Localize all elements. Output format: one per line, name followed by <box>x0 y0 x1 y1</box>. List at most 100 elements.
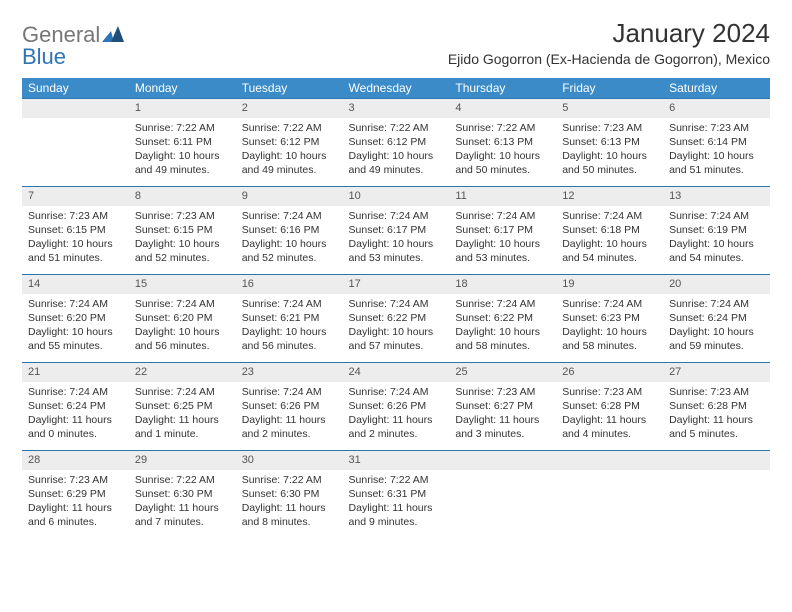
day-cell: 13Sunrise: 7:24 AMSunset: 6:19 PMDayligh… <box>663 186 770 274</box>
daylight-text: Daylight: 11 hours and 0 minutes. <box>28 413 123 441</box>
month-title: January 2024 <box>448 18 770 49</box>
day-number: 13 <box>663 186 770 206</box>
day-number: 10 <box>343 186 450 206</box>
day-content: Sunrise: 7:22 AMSunset: 6:30 PMDaylight:… <box>129 470 236 536</box>
day-number: 23 <box>236 362 343 382</box>
daylight-text: Daylight: 10 hours and 52 minutes. <box>242 237 337 265</box>
day-number: 30 <box>236 450 343 470</box>
day-cell: 3Sunrise: 7:22 AMSunset: 6:12 PMDaylight… <box>343 98 450 186</box>
logo-icon <box>102 22 124 48</box>
sunrise-text: Sunrise: 7:22 AM <box>242 473 337 487</box>
day-cell: 14Sunrise: 7:24 AMSunset: 6:20 PMDayligh… <box>22 274 129 362</box>
week-row: 21Sunrise: 7:24 AMSunset: 6:24 PMDayligh… <box>22 362 770 450</box>
daylight-text: Daylight: 10 hours and 55 minutes. <box>28 325 123 353</box>
sunset-text: Sunset: 6:24 PM <box>669 311 764 325</box>
daylight-text: Daylight: 11 hours and 3 minutes. <box>455 413 550 441</box>
daylight-text: Daylight: 10 hours and 53 minutes. <box>455 237 550 265</box>
sunset-text: Sunset: 6:22 PM <box>455 311 550 325</box>
daylight-text: Daylight: 11 hours and 8 minutes. <box>242 501 337 529</box>
day-number: 11 <box>449 186 556 206</box>
week-row: 28Sunrise: 7:23 AMSunset: 6:29 PMDayligh… <box>22 450 770 538</box>
sunrise-text: Sunrise: 7:24 AM <box>349 385 444 399</box>
day-number: 25 <box>449 362 556 382</box>
sunset-text: Sunset: 6:27 PM <box>455 399 550 413</box>
week-row: 7Sunrise: 7:23 AMSunset: 6:15 PMDaylight… <box>22 186 770 274</box>
day-content: Sunrise: 7:24 AMSunset: 6:19 PMDaylight:… <box>663 206 770 272</box>
daylight-text: Daylight: 11 hours and 6 minutes. <box>28 501 123 529</box>
daylight-text: Daylight: 11 hours and 1 minute. <box>135 413 230 441</box>
day-number: 18 <box>449 274 556 294</box>
daylight-text: Daylight: 10 hours and 54 minutes. <box>562 237 657 265</box>
day-cell: 25Sunrise: 7:23 AMSunset: 6:27 PMDayligh… <box>449 362 556 450</box>
day-cell: 9Sunrise: 7:24 AMSunset: 6:16 PMDaylight… <box>236 186 343 274</box>
daylight-text: Daylight: 11 hours and 7 minutes. <box>135 501 230 529</box>
sunset-text: Sunset: 6:18 PM <box>562 223 657 237</box>
day-content: Sunrise: 7:23 AMSunset: 6:27 PMDaylight:… <box>449 382 556 448</box>
sunrise-text: Sunrise: 7:23 AM <box>562 385 657 399</box>
daylight-text: Daylight: 10 hours and 57 minutes. <box>349 325 444 353</box>
day-number: 22 <box>129 362 236 382</box>
week-row: 14Sunrise: 7:24 AMSunset: 6:20 PMDayligh… <box>22 274 770 362</box>
day-cell <box>449 450 556 538</box>
sunrise-text: Sunrise: 7:24 AM <box>135 297 230 311</box>
day-cell: 2Sunrise: 7:22 AMSunset: 6:12 PMDaylight… <box>236 98 343 186</box>
sunset-text: Sunset: 6:29 PM <box>28 487 123 501</box>
day-content: Sunrise: 7:22 AMSunset: 6:31 PMDaylight:… <box>343 470 450 536</box>
sunrise-text: Sunrise: 7:24 AM <box>669 297 764 311</box>
daylight-text: Daylight: 10 hours and 56 minutes. <box>242 325 337 353</box>
day-cell: 30Sunrise: 7:22 AMSunset: 6:30 PMDayligh… <box>236 450 343 538</box>
day-content: Sunrise: 7:22 AMSunset: 6:11 PMDaylight:… <box>129 118 236 184</box>
day-cell: 1Sunrise: 7:22 AMSunset: 6:11 PMDaylight… <box>129 98 236 186</box>
day-content: Sunrise: 7:24 AMSunset: 6:24 PMDaylight:… <box>22 382 129 448</box>
day-cell: 22Sunrise: 7:24 AMSunset: 6:25 PMDayligh… <box>129 362 236 450</box>
day-number-empty <box>22 98 129 118</box>
day-number: 26 <box>556 362 663 382</box>
sunrise-text: Sunrise: 7:24 AM <box>562 297 657 311</box>
calendar-table: SundayMondayTuesdayWednesdayThursdayFrid… <box>22 78 770 538</box>
sunrise-text: Sunrise: 7:23 AM <box>562 121 657 135</box>
daylight-text: Daylight: 10 hours and 50 minutes. <box>455 149 550 177</box>
day-number-empty <box>663 450 770 470</box>
week-row: 1Sunrise: 7:22 AMSunset: 6:11 PMDaylight… <box>22 98 770 186</box>
sunset-text: Sunset: 6:13 PM <box>562 135 657 149</box>
logo: GeneralBlue <box>22 22 124 70</box>
daylight-text: Daylight: 10 hours and 49 minutes. <box>242 149 337 177</box>
day-number: 4 <box>449 98 556 118</box>
sunset-text: Sunset: 6:24 PM <box>28 399 123 413</box>
day-number: 7 <box>22 186 129 206</box>
sunrise-text: Sunrise: 7:22 AM <box>455 121 550 135</box>
day-cell <box>22 98 129 186</box>
sunset-text: Sunset: 6:11 PM <box>135 135 230 149</box>
day-number: 21 <box>22 362 129 382</box>
day-number: 8 <box>129 186 236 206</box>
daylight-text: Daylight: 10 hours and 56 minutes. <box>135 325 230 353</box>
day-cell: 19Sunrise: 7:24 AMSunset: 6:23 PMDayligh… <box>556 274 663 362</box>
day-content: Sunrise: 7:22 AMSunset: 6:13 PMDaylight:… <box>449 118 556 184</box>
sunset-text: Sunset: 6:17 PM <box>455 223 550 237</box>
day-number: 12 <box>556 186 663 206</box>
day-number-empty <box>449 450 556 470</box>
day-content: Sunrise: 7:23 AMSunset: 6:15 PMDaylight:… <box>22 206 129 272</box>
day-number: 29 <box>129 450 236 470</box>
day-content: Sunrise: 7:24 AMSunset: 6:25 PMDaylight:… <box>129 382 236 448</box>
day-number: 14 <box>22 274 129 294</box>
day-number: 9 <box>236 186 343 206</box>
sunrise-text: Sunrise: 7:24 AM <box>562 209 657 223</box>
day-number: 2 <box>236 98 343 118</box>
day-content: Sunrise: 7:24 AMSunset: 6:16 PMDaylight:… <box>236 206 343 272</box>
day-number: 19 <box>556 274 663 294</box>
day-cell: 27Sunrise: 7:23 AMSunset: 6:28 PMDayligh… <box>663 362 770 450</box>
day-cell: 11Sunrise: 7:24 AMSunset: 6:17 PMDayligh… <box>449 186 556 274</box>
sunset-text: Sunset: 6:31 PM <box>349 487 444 501</box>
sunset-text: Sunset: 6:22 PM <box>349 311 444 325</box>
day-cell: 28Sunrise: 7:23 AMSunset: 6:29 PMDayligh… <box>22 450 129 538</box>
daylight-text: Daylight: 11 hours and 2 minutes. <box>242 413 337 441</box>
sunrise-text: Sunrise: 7:24 AM <box>135 385 230 399</box>
day-cell: 7Sunrise: 7:23 AMSunset: 6:15 PMDaylight… <box>22 186 129 274</box>
day-content: Sunrise: 7:24 AMSunset: 6:26 PMDaylight:… <box>343 382 450 448</box>
sunset-text: Sunset: 6:30 PM <box>135 487 230 501</box>
day-number: 5 <box>556 98 663 118</box>
day-number: 31 <box>343 450 450 470</box>
day-number-empty <box>556 450 663 470</box>
day-number: 27 <box>663 362 770 382</box>
